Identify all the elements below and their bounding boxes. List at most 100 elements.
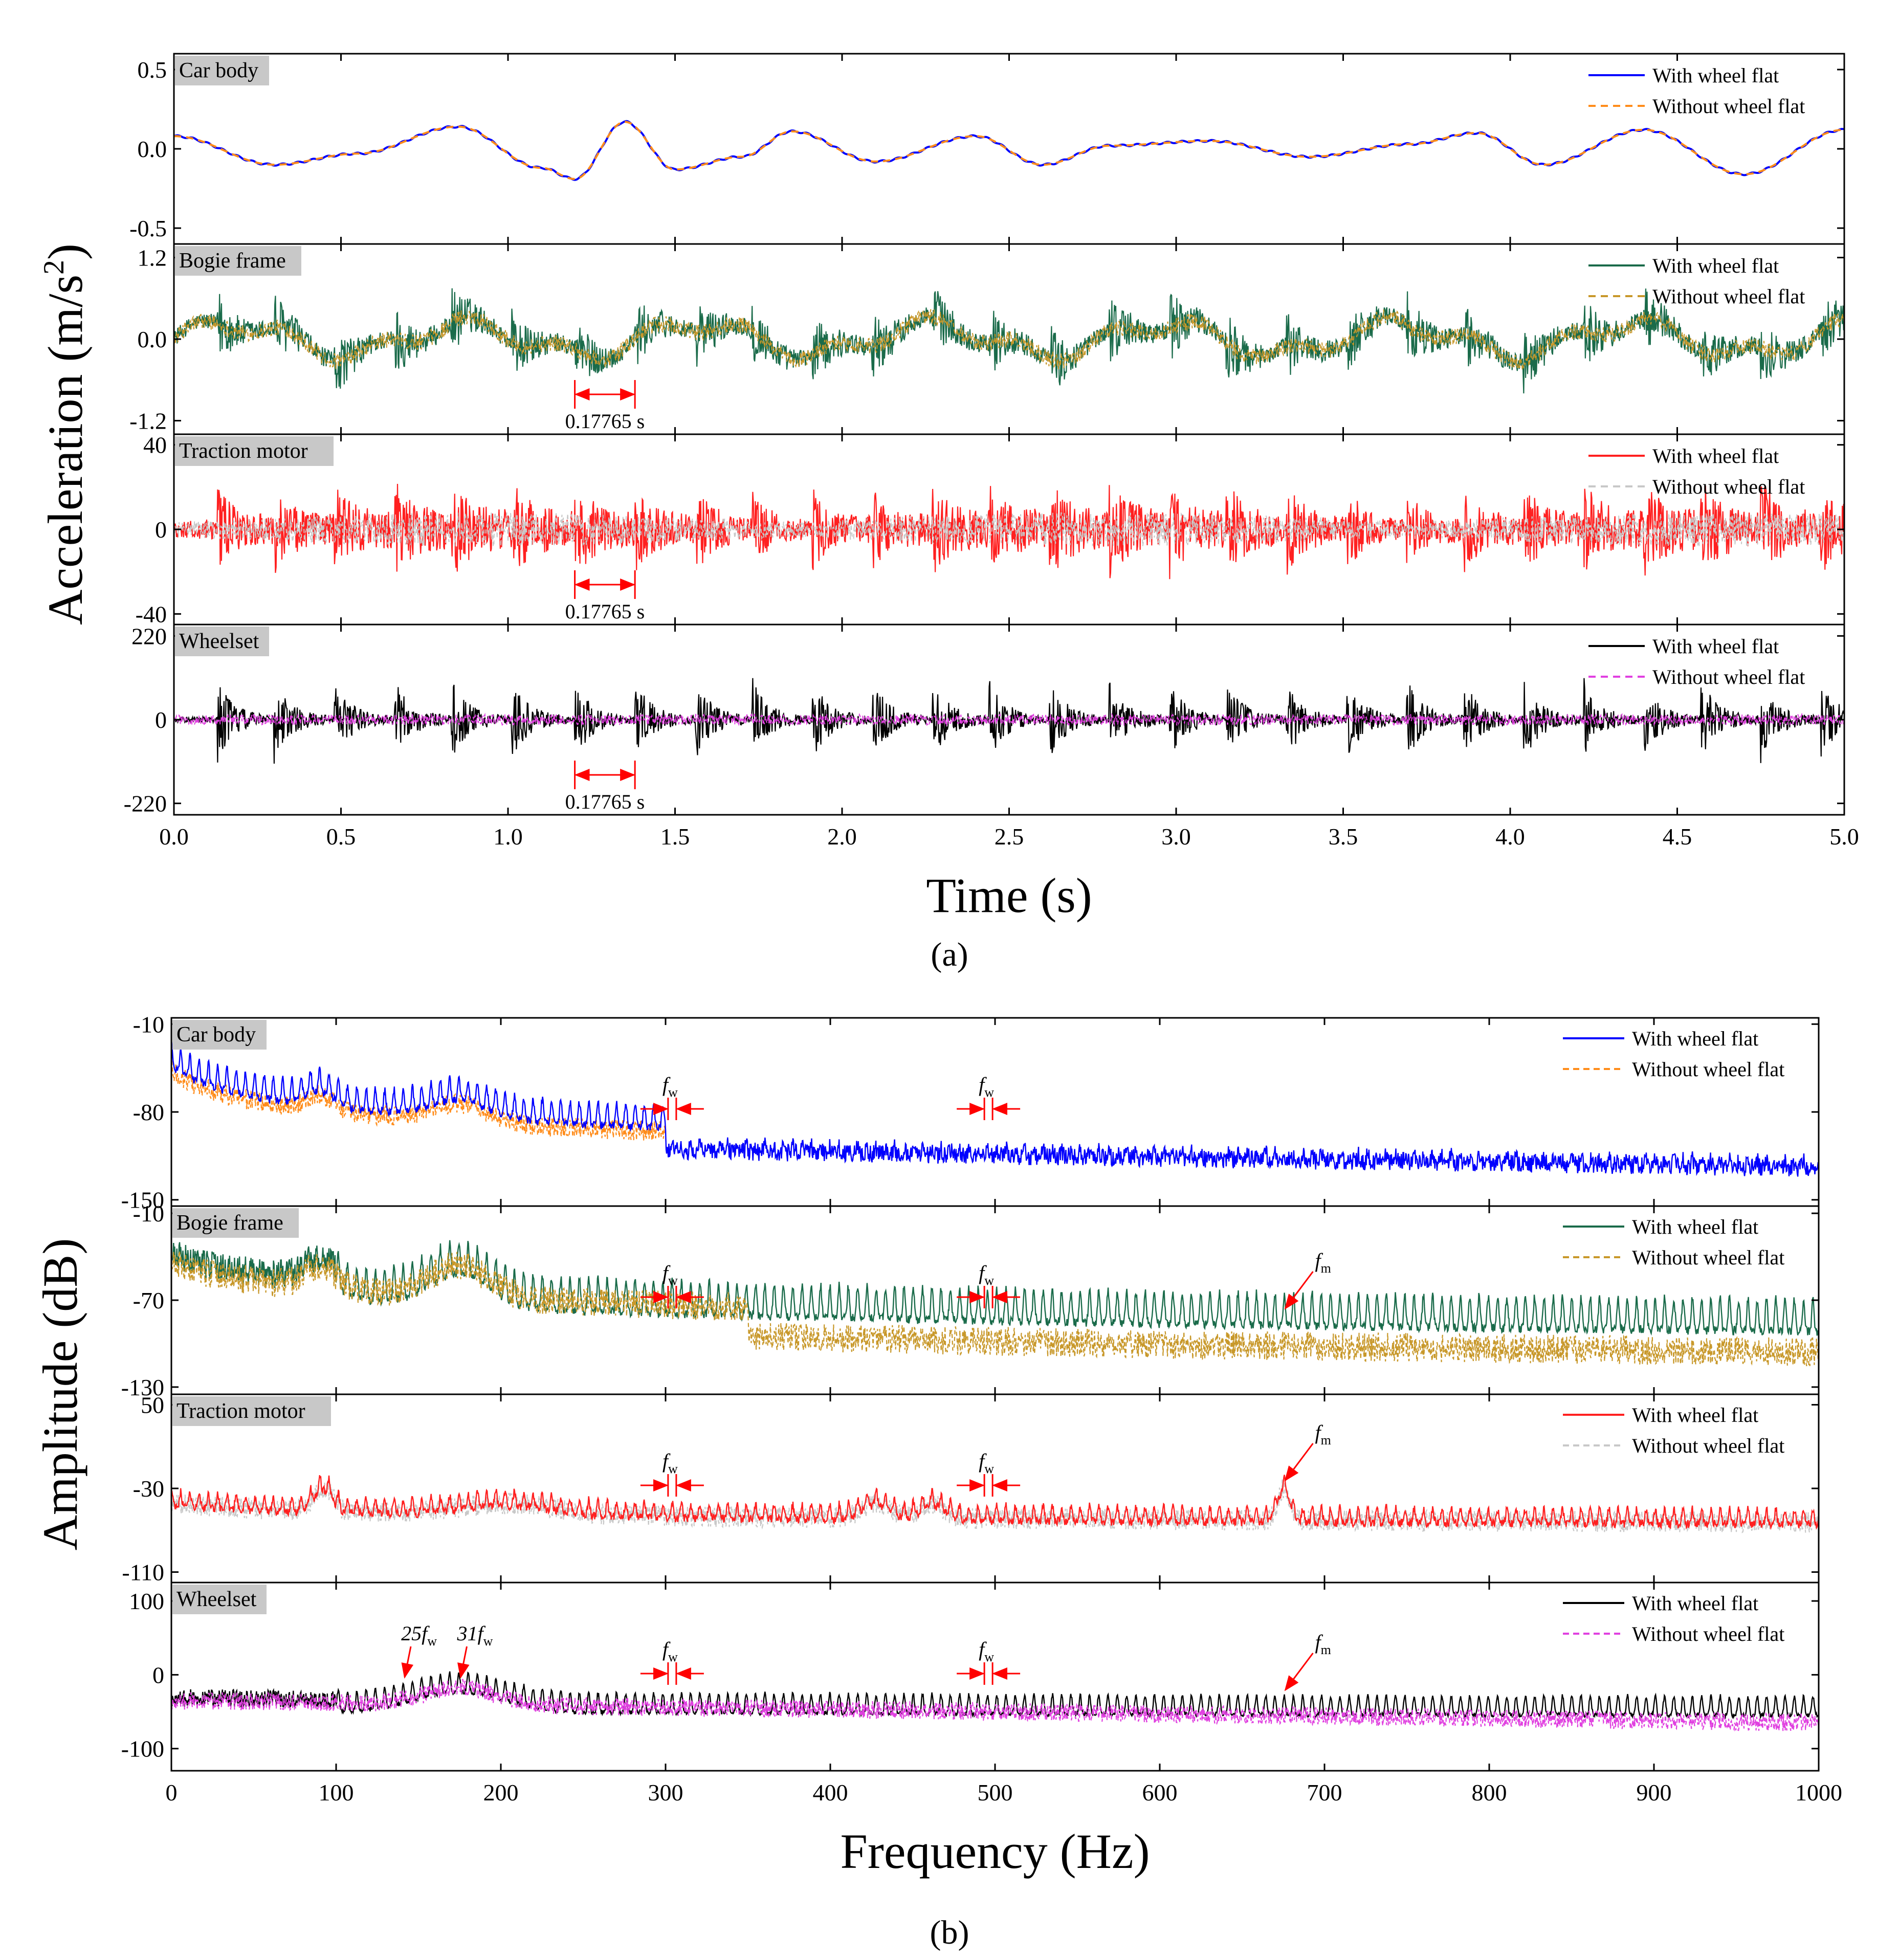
x-axis-title: Time (s) bbox=[926, 868, 1092, 923]
panel-bogie-frame: 1.2 0.0 -1.2 Bogie frame With wheel flat With… bbox=[129, 243, 1845, 435]
y-tick-label: -40 bbox=[136, 601, 167, 627]
y-tick-label: -10 bbox=[133, 1011, 164, 1037]
y-tick-label: 0.5 bbox=[138, 57, 167, 83]
frequency-domain-chart: -10 -80 -150 Car body With wheel flat Without… bbox=[33, 1011, 1842, 1879]
panel-frame bbox=[170, 1393, 1820, 1584]
panel-car-body: 0.5 0.0 -0.5 Car body With wheel flat Without… bbox=[129, 53, 1845, 245]
legend-label: Without wheel flat bbox=[1652, 475, 1805, 498]
series-without-wheel-flat bbox=[173, 511, 1845, 547]
y-tick-label: 220 bbox=[131, 623, 167, 649]
legend-label: Without wheel flat bbox=[1652, 285, 1805, 308]
y-tick-label: 0 bbox=[155, 707, 167, 733]
y-tick-label: 0.0 bbox=[138, 326, 167, 352]
panel-label: Traction motor bbox=[179, 439, 308, 463]
panel-car-body: -10 -80 -150 Car body With wheel flat Without… bbox=[121, 1011, 1820, 1213]
y-tick-label: -220 bbox=[124, 791, 167, 817]
panel-label-bg bbox=[175, 246, 301, 276]
y-tick-label: 50 bbox=[141, 1392, 164, 1418]
x-tick-label: 0.5 bbox=[326, 823, 356, 850]
time-domain-chart: 0.5 0.0 -0.5 Car body With wheel flat Without… bbox=[38, 53, 1859, 923]
legend-label: Without wheel flat bbox=[1652, 95, 1805, 118]
x-tick-label: 4.0 bbox=[1495, 823, 1525, 850]
y-tick-label: 1.2 bbox=[138, 245, 167, 271]
panel-label-bg bbox=[175, 56, 269, 85]
period-label: 0.17765 s bbox=[565, 410, 645, 433]
x-tick-label: 2.0 bbox=[827, 823, 857, 850]
series-with-wheel-flat bbox=[170, 1671, 1819, 1720]
series-with-wheel-flat bbox=[173, 120, 1845, 181]
panel-label-bg bbox=[175, 627, 269, 656]
series-with-wheel-flat bbox=[170, 1039, 1820, 1177]
series-without-wheel-flat bbox=[170, 1479, 1820, 1534]
legend-label: With wheel flat bbox=[1652, 64, 1779, 87]
panel-label-bg bbox=[172, 1208, 299, 1238]
harmonic-arrow bbox=[401, 1646, 414, 1679]
panel-traction-motor: 50 -30 -110 Traction motor With wheel flat Wi… bbox=[122, 1392, 1820, 1586]
panel-bogie-frame: -10 -70 -130 Bogie frame With wheel flat With… bbox=[121, 1200, 1820, 1400]
y-tick-label: -0.5 bbox=[129, 215, 167, 241]
panel-wheelset: 220 0 -220 Wheelset With wheel flat Without w… bbox=[124, 623, 1845, 817]
harmonic-arrow bbox=[457, 1646, 470, 1679]
panel-label-bg bbox=[175, 436, 334, 466]
panel-label-bg bbox=[172, 1396, 331, 1426]
series-without-wheel-flat bbox=[171, 1060, 1820, 1177]
x-tick-label: 1.0 bbox=[493, 823, 523, 850]
fm-label: fm bbox=[1315, 1249, 1331, 1276]
caption-a: (a) bbox=[931, 936, 968, 973]
fw-label: fw bbox=[979, 1638, 994, 1664]
fw-label: fw bbox=[979, 1450, 994, 1476]
y-tick-label: 0 bbox=[155, 517, 167, 543]
x-axis-title: Frequency (Hz) bbox=[840, 1824, 1150, 1879]
y-tick-label: -130 bbox=[121, 1374, 164, 1400]
series-without-wheel-flat bbox=[174, 121, 1844, 180]
legend-label: Without wheel flat bbox=[1632, 1246, 1784, 1269]
x-tick-label: 800 bbox=[1472, 1779, 1507, 1806]
legend-label: With wheel flat bbox=[1652, 444, 1779, 467]
x-tick-label: 300 bbox=[648, 1779, 683, 1806]
y-axis-title: Amplitude (dB) bbox=[33, 1238, 87, 1551]
series-without-wheel-flat bbox=[170, 1679, 1820, 1732]
series-without-wheel-flat bbox=[173, 712, 1845, 727]
panel-label: Wheelset bbox=[176, 1588, 257, 1611]
x-tick-label: 1000 bbox=[1795, 1779, 1842, 1806]
y-tick-label: -1.2 bbox=[129, 408, 167, 434]
x-tick-label: 900 bbox=[1637, 1779, 1672, 1806]
y-tick-label: 40 bbox=[143, 432, 167, 458]
legend-label: With wheel flat bbox=[1652, 635, 1779, 658]
legend-label: With wheel flat bbox=[1632, 1027, 1758, 1050]
fw-label: fw bbox=[663, 1073, 678, 1100]
fw-label: fw bbox=[979, 1073, 994, 1100]
x-tick-label: 700 bbox=[1307, 1779, 1342, 1806]
x-tick-label: 200 bbox=[483, 1779, 519, 1806]
fw-label: fw bbox=[979, 1261, 994, 1288]
panel-label: Wheelset bbox=[179, 630, 259, 653]
y-tick-label: -30 bbox=[133, 1476, 164, 1502]
legend-label: With wheel flat bbox=[1652, 254, 1779, 277]
x-tick-label: 100 bbox=[319, 1779, 354, 1806]
y-tick-label: -80 bbox=[133, 1099, 164, 1125]
panel-label-bg bbox=[172, 1585, 267, 1614]
legend-label: Without wheel flat bbox=[1652, 665, 1805, 688]
x-tick-label: 3.5 bbox=[1329, 823, 1358, 850]
series-with-wheel-flat bbox=[170, 1240, 1820, 1336]
panel-label: Traction motor bbox=[176, 1399, 305, 1423]
panel-label-bg bbox=[172, 1020, 267, 1050]
panel-wheelset: 100 0 -100 Wheelset With wheel flat Without w… bbox=[121, 1582, 1820, 1772]
x-tick-label: 2.5 bbox=[995, 823, 1024, 850]
x-tick-label: 3.0 bbox=[1161, 823, 1191, 850]
fw-label: fw bbox=[663, 1261, 678, 1288]
legend-label: With wheel flat bbox=[1632, 1215, 1758, 1238]
x-tick-label: 5.0 bbox=[1829, 823, 1859, 850]
series-with-wheel-flat bbox=[173, 483, 1845, 580]
harmonic-label: 31fw bbox=[457, 1622, 493, 1649]
period-label: 0.17765 s bbox=[565, 790, 645, 813]
panel-label: Car body bbox=[179, 59, 258, 82]
y-tick-label: -10 bbox=[133, 1200, 164, 1227]
legend-label: Without wheel flat bbox=[1632, 1058, 1784, 1081]
y-axis-title: Acceleration (m/s2) bbox=[38, 243, 93, 625]
x-tick-label: 0 bbox=[166, 1779, 178, 1806]
x-tick-label: 1.5 bbox=[660, 823, 690, 850]
caption-b: (b) bbox=[930, 1914, 969, 1951]
period-label: 0.17765 s bbox=[565, 600, 645, 623]
legend-label: With wheel flat bbox=[1632, 1404, 1758, 1427]
